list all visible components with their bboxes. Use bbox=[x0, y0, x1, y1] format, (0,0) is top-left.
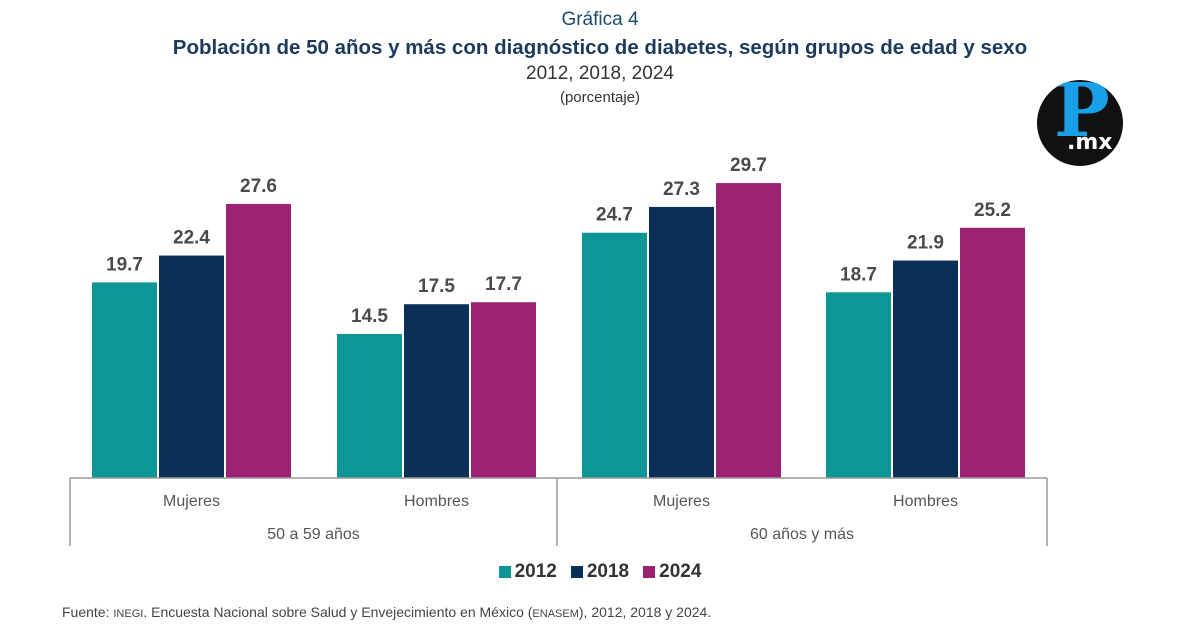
logo-letter: P bbox=[1054, 80, 1110, 154]
group-label-1: 60 años y más bbox=[750, 526, 854, 543]
bar-2024-1 bbox=[471, 302, 536, 478]
data-label-2024-1: 17.7 bbox=[485, 274, 522, 295]
bar-2012-2 bbox=[582, 232, 647, 478]
data-label-2024-3: 25.2 bbox=[974, 200, 1011, 221]
legend-swatch-2012 bbox=[498, 566, 511, 578]
publisher-logo: P .mx bbox=[1037, 80, 1123, 166]
data-label-2012-2: 24.7 bbox=[596, 205, 633, 226]
legend-item-2012: 2012 bbox=[498, 561, 557, 583]
data-label-2018-0: 22.4 bbox=[173, 228, 210, 249]
data-label-2012-3: 18.7 bbox=[840, 264, 877, 285]
bar-2018-2 bbox=[649, 206, 714, 478]
legend-label-2018: 2018 bbox=[586, 561, 630, 582]
source-acronym: ENASEM bbox=[532, 608, 579, 620]
source-org: INEGI bbox=[113, 608, 144, 620]
legend-label-2024: 2024 bbox=[659, 561, 702, 582]
bar-2024-2 bbox=[716, 183, 781, 479]
source-text: . Encuesta Nacional sobre Salud y Enveje… bbox=[143, 604, 533, 620]
chart-years: 2012, 2018, 2024 bbox=[526, 63, 674, 84]
legend-item-2018: 2018 bbox=[570, 561, 630, 583]
legend-item-2024: 2024 bbox=[643, 561, 701, 583]
bar-2024-3 bbox=[960, 227, 1025, 478]
data-label-2024-0: 27.6 bbox=[240, 176, 277, 197]
data-label-2018-1: 17.5 bbox=[418, 276, 455, 297]
group-label-0: 50 a 59 años bbox=[267, 526, 360, 543]
category-label-0: Mujeres bbox=[163, 493, 220, 510]
bar-2012-1 bbox=[337, 334, 402, 478]
legend: 2012 2018 2024 bbox=[0, 561, 1200, 583]
legend-swatch-2018 bbox=[570, 566, 583, 578]
category-label-1: Hombres bbox=[404, 493, 469, 510]
data-label-2024-2: 29.7 bbox=[730, 155, 767, 176]
bar-2018-1 bbox=[404, 304, 469, 478]
data-label-2018-2: 27.3 bbox=[663, 179, 700, 200]
bar-2024-0 bbox=[226, 203, 291, 478]
legend-label-2012: 2012 bbox=[514, 561, 557, 582]
category-label-2: Mujeres bbox=[653, 493, 710, 510]
source-years: ), 2012, 2018 y 2024. bbox=[578, 604, 712, 620]
chart-title: Población de 50 años y más con diagnósti… bbox=[172, 36, 1028, 59]
bar-2018-0 bbox=[159, 255, 224, 478]
data-label-2012-0: 19.7 bbox=[106, 254, 143, 275]
chart-supertitle: Gráfica 4 bbox=[561, 9, 639, 30]
source-prefix: Fuente: bbox=[62, 604, 114, 620]
data-label-2012-1: 14.5 bbox=[351, 306, 388, 327]
category-label-3: Hombres bbox=[893, 493, 958, 510]
logo-suffix: .mx bbox=[1067, 130, 1113, 155]
bar-2012-0 bbox=[92, 282, 157, 478]
source-note: Fuente: INEGI. Encuesta Nacional sobre S… bbox=[62, 604, 711, 620]
legend-swatch-2024 bbox=[643, 566, 656, 578]
bar-2012-3 bbox=[826, 292, 891, 478]
bar-2018-3 bbox=[893, 260, 958, 478]
chart-unit: (porcentaje) bbox=[559, 89, 641, 106]
data-label-2018-3: 21.9 bbox=[907, 233, 944, 254]
